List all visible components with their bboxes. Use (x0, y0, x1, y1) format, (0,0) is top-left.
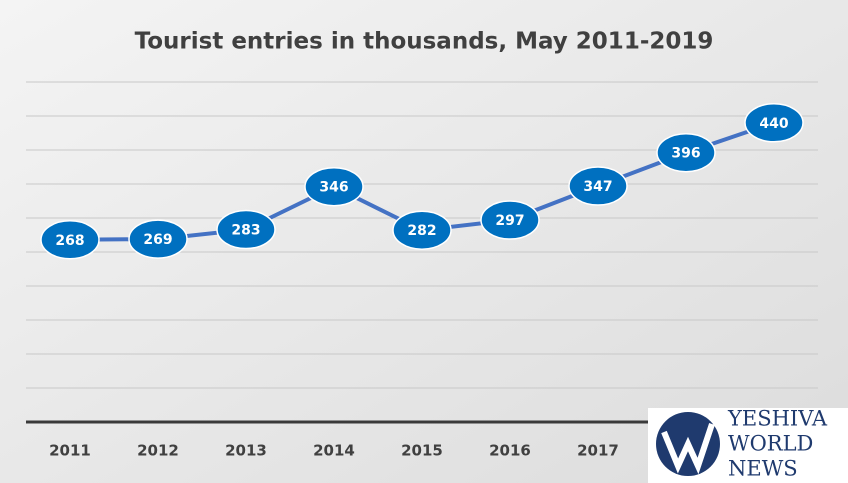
logo-text: NEWS (728, 457, 798, 481)
point (480, 200, 540, 240)
data-label: 283 (231, 223, 260, 239)
logo-text: WORLD (728, 432, 813, 456)
x-tick-label: 2015 (401, 442, 443, 460)
point (216, 209, 276, 250)
data-label: 268 (55, 233, 84, 249)
point (656, 132, 716, 173)
data-label: 347 (583, 179, 612, 195)
logo-w (661, 423, 715, 475)
data-label: 282 (407, 223, 436, 239)
chart-title: Tourist entries in thousands, May 2011-2… (135, 29, 714, 55)
point (744, 103, 804, 143)
data-label: 396 (671, 146, 700, 162)
logo-text: YESHIVA (727, 407, 828, 431)
data-label: 269 (143, 232, 172, 248)
x-tick-label: 2012 (137, 442, 179, 460)
data-label: 346 (319, 180, 348, 196)
point (40, 220, 100, 260)
point (392, 210, 452, 250)
x-tick-label: 2011 (49, 442, 91, 460)
data-label: 440 (759, 116, 788, 132)
x-tick-label: 2014 (313, 442, 355, 460)
x-tick-label: 2017 (577, 442, 619, 460)
x-tick-label: 2016 (489, 442, 531, 460)
x-tick-label: 2013 (225, 442, 267, 460)
point (304, 166, 364, 207)
logo: YESHIVA WORLD NEWS (648, 407, 848, 483)
data-label: 297 (495, 213, 524, 229)
point (568, 166, 628, 206)
point (128, 219, 188, 259)
